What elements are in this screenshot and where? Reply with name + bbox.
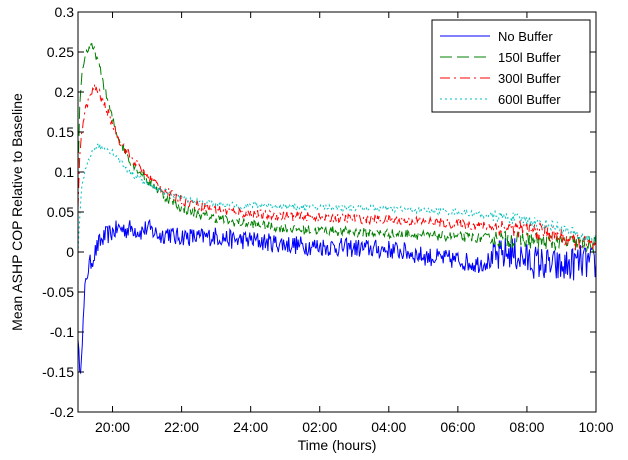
y-tick-label: 0.15 xyxy=(47,124,74,140)
y-tick-label: 0.25 xyxy=(47,44,74,60)
y-tick-label: -0.05 xyxy=(42,284,74,300)
x-tick-label: 22:00 xyxy=(164,419,199,435)
legend: No Buffer 150l Buffer 300l Buffer 600l Buff… xyxy=(431,19,591,113)
y-tick-label: 0.05 xyxy=(47,204,74,220)
x-tick-label: 10:00 xyxy=(578,419,613,435)
y-axis-label: Mean ASHP COP Relative to Baseline xyxy=(9,93,25,331)
series-line-150l-buffer xyxy=(77,42,597,253)
x-axis-label: Time (hours) xyxy=(298,437,377,453)
y-tick-label: 0.2 xyxy=(55,84,75,100)
x-tick-label: 24:00 xyxy=(233,419,268,435)
legend-box xyxy=(431,19,591,113)
y-tick-label: -0.1 xyxy=(50,324,74,340)
y-tick-label: -0.2 xyxy=(50,404,74,420)
y-tick-label: 0.3 xyxy=(55,4,75,20)
legend-label: 150l Buffer xyxy=(498,50,561,65)
x-tick-label: 04:00 xyxy=(371,419,406,435)
legend-label: No Buffer xyxy=(498,29,553,44)
x-tick-label: 08:00 xyxy=(509,419,544,435)
series-line-600l-buffer xyxy=(77,143,597,254)
series-line-300l-buffer xyxy=(77,84,597,252)
y-tick-label: 0.1 xyxy=(55,164,75,180)
y-tick-label: -0.15 xyxy=(42,364,74,380)
x-tick-label: 02:00 xyxy=(302,419,337,435)
series-layer xyxy=(77,42,597,375)
ticks-layer: 20:00 22:00 24:00 02:00 04:00 06:00 08:00 10:00… xyxy=(42,4,614,435)
legend-label: 600l Buffer xyxy=(498,92,561,107)
legend-label: 300l Buffer xyxy=(498,71,561,86)
y-tick-label: 0 xyxy=(66,244,74,260)
x-tick-label: 06:00 xyxy=(440,419,475,435)
series-line-no-buffer xyxy=(77,218,597,375)
x-tick-label: 20:00 xyxy=(95,419,130,435)
